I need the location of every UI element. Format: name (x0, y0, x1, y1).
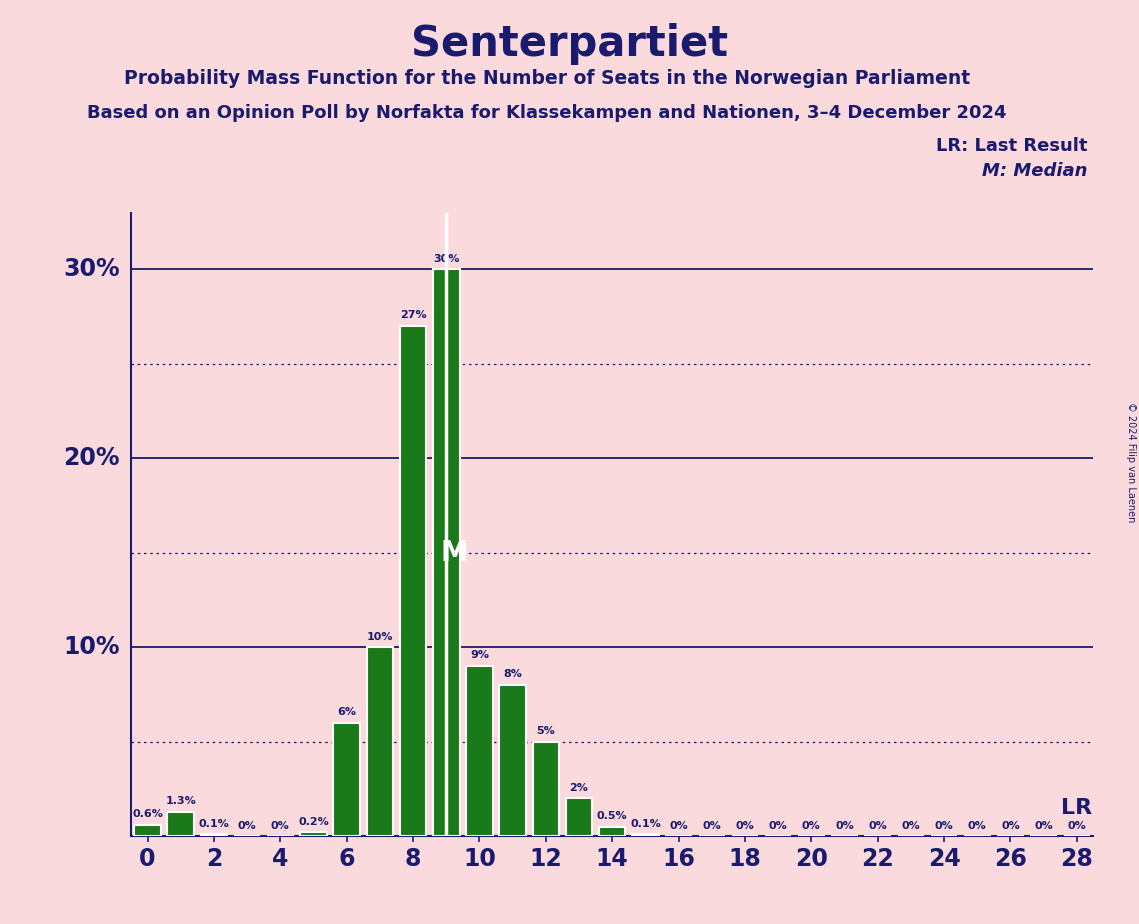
Text: 0.1%: 0.1% (630, 819, 661, 829)
Text: 8%: 8% (503, 669, 522, 679)
Text: 0.2%: 0.2% (298, 817, 329, 827)
Text: 0%: 0% (902, 821, 920, 831)
Text: 0%: 0% (271, 821, 289, 831)
Text: 0%: 0% (670, 821, 688, 831)
Text: M: M (441, 539, 468, 566)
Text: 0.1%: 0.1% (198, 819, 229, 829)
Text: Probability Mass Function for the Number of Seats in the Norwegian Parliament: Probability Mass Function for the Number… (124, 69, 969, 89)
Bar (533, 742, 559, 836)
Text: Senterpartiet: Senterpartiet (411, 23, 728, 65)
Text: © 2024 Filip van Laenen: © 2024 Filip van Laenen (1126, 402, 1136, 522)
Text: 0%: 0% (769, 821, 787, 831)
Text: M: Median: M: Median (982, 162, 1088, 179)
Text: 0%: 0% (868, 821, 887, 831)
Text: 9%: 9% (470, 650, 489, 661)
Bar (599, 827, 625, 836)
Text: 0%: 0% (238, 821, 256, 831)
Text: 0%: 0% (1001, 821, 1019, 831)
Text: 6%: 6% (337, 707, 357, 717)
Bar (200, 834, 228, 836)
Text: 1.3%: 1.3% (165, 796, 196, 806)
Bar (134, 825, 161, 836)
Text: 0%: 0% (935, 821, 953, 831)
Text: 0.6%: 0.6% (132, 809, 163, 820)
Bar (367, 647, 393, 836)
Bar (499, 685, 526, 836)
Bar (301, 833, 327, 836)
Text: 0%: 0% (703, 821, 721, 831)
Text: 27%: 27% (400, 310, 426, 321)
Bar (566, 798, 592, 836)
Text: LR: Last Result: LR: Last Result (936, 137, 1088, 154)
Text: Based on an Opinion Poll by Norfakta for Klassekampen and Nationen, 3–4 December: Based on an Opinion Poll by Norfakta for… (87, 104, 1007, 122)
Bar (632, 834, 658, 836)
Text: 10%: 10% (63, 635, 120, 659)
Text: 2%: 2% (570, 783, 589, 793)
Bar (167, 811, 194, 836)
Text: 30%: 30% (63, 257, 120, 281)
Bar (334, 723, 360, 836)
Text: LR: LR (1060, 797, 1092, 818)
Text: 0%: 0% (968, 821, 986, 831)
Text: 5%: 5% (536, 726, 555, 736)
Text: 0%: 0% (1034, 821, 1054, 831)
Bar (400, 326, 426, 836)
Text: 0%: 0% (1067, 821, 1087, 831)
Bar (466, 666, 493, 836)
Text: 20%: 20% (63, 446, 120, 470)
Text: 30%: 30% (433, 253, 459, 263)
Text: 0.5%: 0.5% (597, 811, 628, 821)
Text: 0%: 0% (802, 821, 821, 831)
Bar (433, 269, 459, 836)
Text: 0%: 0% (835, 821, 854, 831)
Text: 0%: 0% (736, 821, 754, 831)
Text: 10%: 10% (367, 631, 393, 641)
